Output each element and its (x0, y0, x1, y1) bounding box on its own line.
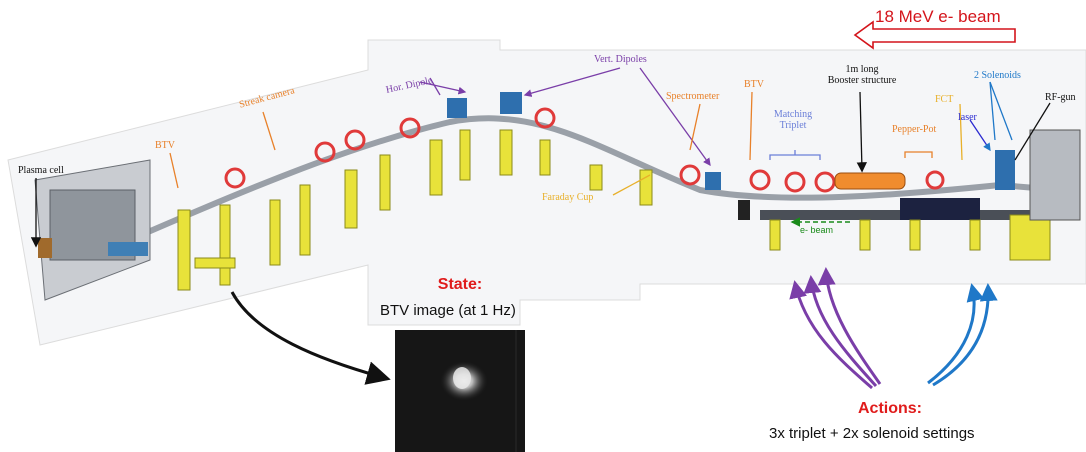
spectrometer-label: Spectrometer (666, 91, 720, 102)
plasma-cell-label: Plasma cell (18, 165, 64, 176)
state-subtitle: BTV image (at 1 Hz) (380, 302, 516, 319)
rf-gun-label: RF-gun (1045, 92, 1076, 103)
support-stands (177, 129, 1051, 291)
beam-direction-arrow (853, 20, 1016, 50)
e-beam-label: e- beam (800, 225, 834, 235)
pepper-pot-label: Pepper-Pot (892, 124, 937, 135)
annotation-lines (30, 67, 1051, 248)
solenoids-label: 2 Solenoids (974, 70, 1021, 81)
actions-title: Actions: (858, 400, 922, 417)
magnets (224, 92, 1081, 221)
actions-subtitle: 3x triplet + 2x solenoid settings (769, 425, 975, 442)
laser-label: laser (958, 112, 977, 123)
state-arrow (230, 291, 391, 385)
beam-energy-label: 18 MeV e- beam (875, 7, 1001, 26)
btv-right-label: BTV (744, 79, 764, 90)
faraday-cup-label: Faraday Cup (542, 192, 594, 203)
beamline-photo (7, 39, 1086, 346)
state-title: State: (437, 276, 483, 293)
fct-label: FCT (935, 94, 954, 105)
btv-image (395, 330, 525, 452)
vert-dipoles-label: Vert. Dipoles (594, 54, 647, 65)
booster-line1: 1m long (845, 64, 879, 75)
btv-left-label: BTV (155, 140, 175, 151)
booster-structure-label: 1m long Booster structure (812, 64, 912, 86)
booster-line2: Booster structure (827, 75, 897, 86)
triplet-action-arrows (789, 267, 882, 390)
matching-triplet-label: Matching Triplet (768, 109, 818, 131)
solenoid-action-arrows (927, 283, 998, 387)
matching-triplet-line1: Matching (773, 109, 813, 120)
matching-triplet-line2: Triplet (779, 120, 807, 131)
